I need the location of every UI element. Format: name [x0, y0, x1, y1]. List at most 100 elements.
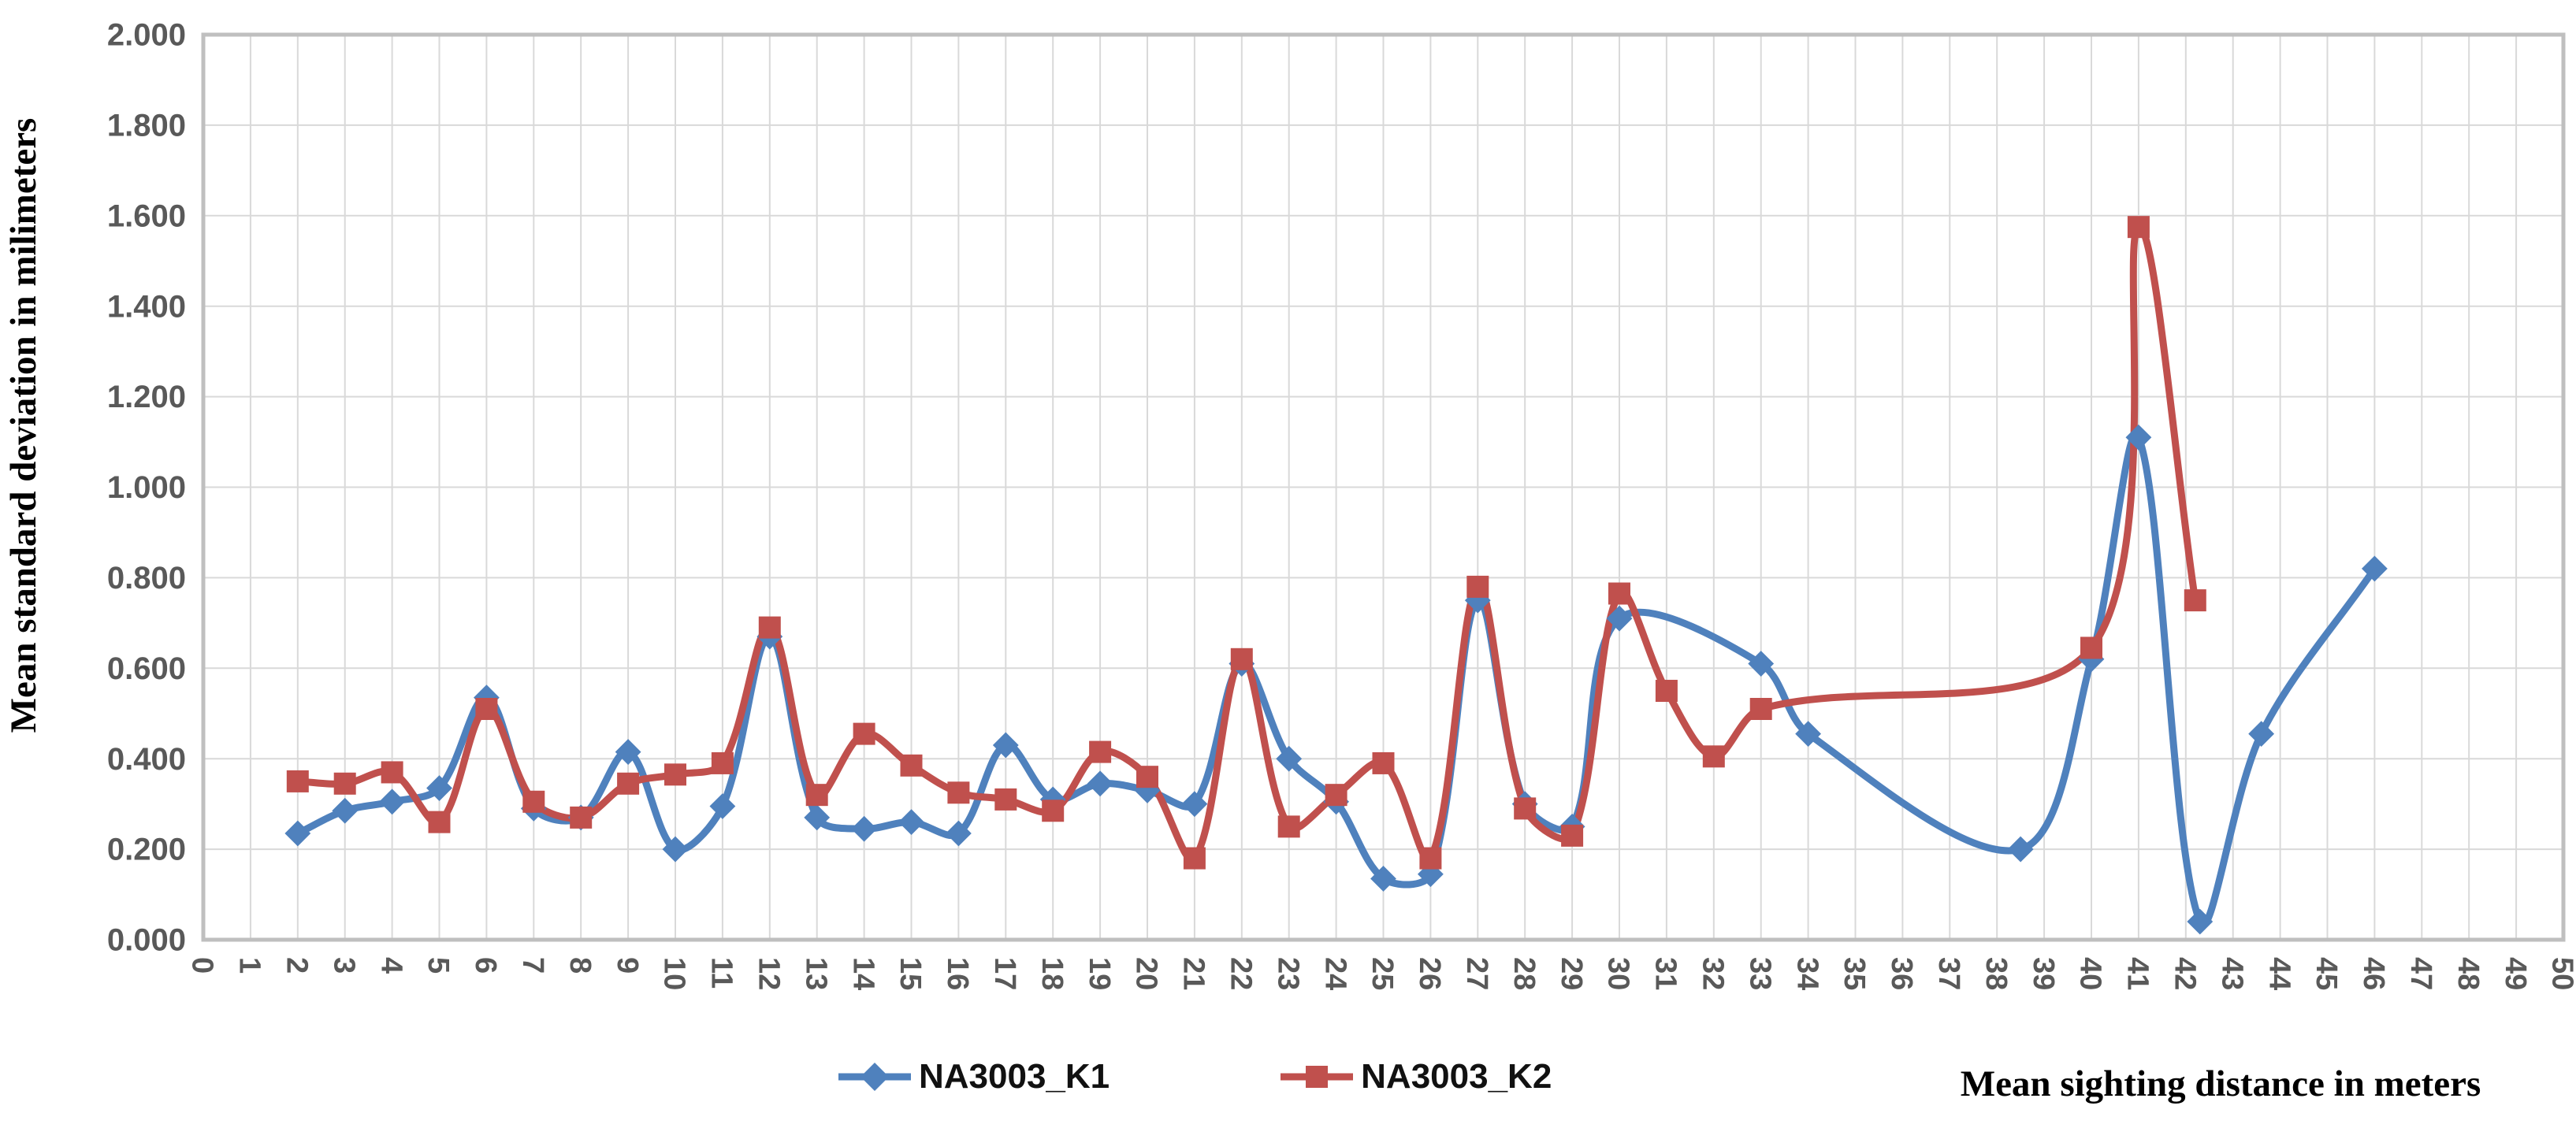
x-tick-label: 9	[611, 957, 644, 974]
diamond-marker	[1606, 605, 1633, 632]
x-tick-label: 28	[1507, 957, 1541, 990]
square-marker	[570, 806, 593, 829]
diamond-marker	[2361, 555, 2388, 582]
x-tick-label: 20	[1130, 957, 1163, 990]
square-marker	[758, 616, 781, 639]
x-tick-label: 25	[1366, 957, 1399, 990]
square-marker	[381, 761, 403, 784]
x-tick-label: 47	[2404, 957, 2437, 990]
diamond-marker	[804, 804, 831, 831]
x-tick-label: 7	[516, 957, 549, 974]
y-tick-label: 0.000	[107, 923, 186, 958]
x-tick-label: 27	[1460, 957, 1493, 990]
x-tick-label: 32	[1697, 957, 1730, 990]
square-marker	[522, 790, 545, 813]
square-marker	[1749, 698, 1772, 721]
square-marker	[1561, 824, 1584, 847]
square-marker	[2127, 216, 2150, 239]
x-tick-label: 18	[1035, 957, 1069, 990]
x-tick-label: 31	[1649, 957, 1682, 990]
y-tick-label: 0.400	[107, 742, 186, 777]
x-tick-label: 24	[1318, 957, 1351, 990]
x-tick-label: 39	[2027, 957, 2060, 990]
x-tick-label: 21	[1177, 957, 1210, 990]
square-marker	[1325, 784, 1347, 807]
diamond-marker	[1087, 770, 1113, 797]
x-tick-label: 34	[1790, 957, 1823, 990]
x-tick-label: 37	[1932, 957, 1965, 990]
x-tick-label: 17	[988, 957, 1021, 990]
x-tick-label: 40	[2074, 957, 2107, 990]
square-marker	[1089, 740, 1112, 763]
diamond-marker	[2007, 836, 2034, 863]
diamond-marker	[898, 809, 924, 836]
line-square-marker-icon	[1281, 1066, 1354, 1088]
legend-label-k2: NA3003_K2	[1361, 1057, 1552, 1096]
square-marker	[475, 698, 498, 721]
square-marker	[1230, 647, 1253, 670]
diamond-marker	[662, 836, 689, 863]
x-tick-label: 15	[894, 957, 927, 990]
diamond-marker	[1181, 791, 1208, 818]
x-tick-label: 4	[374, 957, 407, 974]
square-marker	[664, 763, 686, 786]
series-line-na3003_k2	[294, 223, 2199, 864]
x-tick-label: 23	[1271, 957, 1304, 990]
legend: NA3003_K1 NA3003_K2	[837, 1057, 1552, 1096]
square-marker	[805, 784, 828, 807]
diamond-marker	[2187, 908, 2214, 935]
x-tick-label: 41	[2121, 957, 2154, 990]
square-marker	[1466, 575, 1489, 598]
x-tick-label: 43	[2215, 957, 2248, 990]
square-marker	[1514, 797, 1537, 820]
diamond-marker	[945, 820, 972, 847]
x-tick-label: 29	[1555, 957, 1588, 990]
square-marker	[617, 772, 640, 795]
x-tick-label: 42	[2169, 957, 2202, 990]
line-diamond-marker-icon	[838, 1063, 911, 1091]
x-tick-label: 38	[1979, 957, 2013, 990]
diamond-marker	[615, 739, 641, 765]
diamond-marker	[284, 820, 311, 847]
y-tick-label: 1.000	[107, 470, 186, 505]
square-marker	[994, 788, 1017, 811]
x-tick-label: 46	[2357, 957, 2390, 990]
y-tick-label: 1.400	[107, 289, 186, 324]
square-marker	[1702, 745, 1725, 768]
x-tick-label: 3	[327, 957, 360, 974]
x-tick-label: 8	[563, 957, 597, 974]
legend-item-k2: NA3003_K2	[1279, 1057, 1552, 1096]
x-tick-label: 11	[705, 957, 738, 989]
y-axis-title: Mean standard deviation in milimeters	[3, 117, 44, 733]
square-marker	[1419, 847, 1442, 870]
square-marker	[900, 754, 923, 777]
square-marker	[947, 781, 970, 804]
x-tick-label: 33	[1743, 957, 1776, 990]
y-tick-label: 0.600	[107, 651, 186, 686]
x-tick-label: 2	[280, 957, 313, 974]
square-marker	[286, 770, 309, 792]
legend-item-k1: NA3003_K1	[837, 1057, 1110, 1096]
y-tick-label: 2.000	[107, 18, 186, 53]
x-tick-label: 6	[469, 957, 502, 974]
x-tick-label: 5	[422, 957, 455, 974]
diamond-marker	[1370, 866, 1396, 892]
square-marker	[1372, 751, 1395, 774]
square-marker	[1136, 766, 1158, 788]
x-tick-label: 49	[2499, 957, 2532, 990]
x-tick-label: 22	[1225, 957, 1258, 990]
x-tick-label: 44	[2262, 957, 2295, 990]
square-marker	[1655, 680, 1678, 703]
x-tick-label: 35	[1838, 957, 1871, 990]
square-marker	[1042, 800, 1065, 822]
y-tick-label: 1.200	[107, 380, 186, 414]
y-tick-label: 1.800	[107, 109, 186, 143]
x-tick-label: 30	[1602, 957, 1635, 990]
x-tick-label: 48	[2451, 957, 2485, 990]
square-marker	[1183, 847, 1206, 870]
diamond-marker	[2125, 424, 2152, 451]
x-tick-label: 0	[186, 957, 219, 974]
x-tick-label: 50	[2546, 957, 2576, 990]
